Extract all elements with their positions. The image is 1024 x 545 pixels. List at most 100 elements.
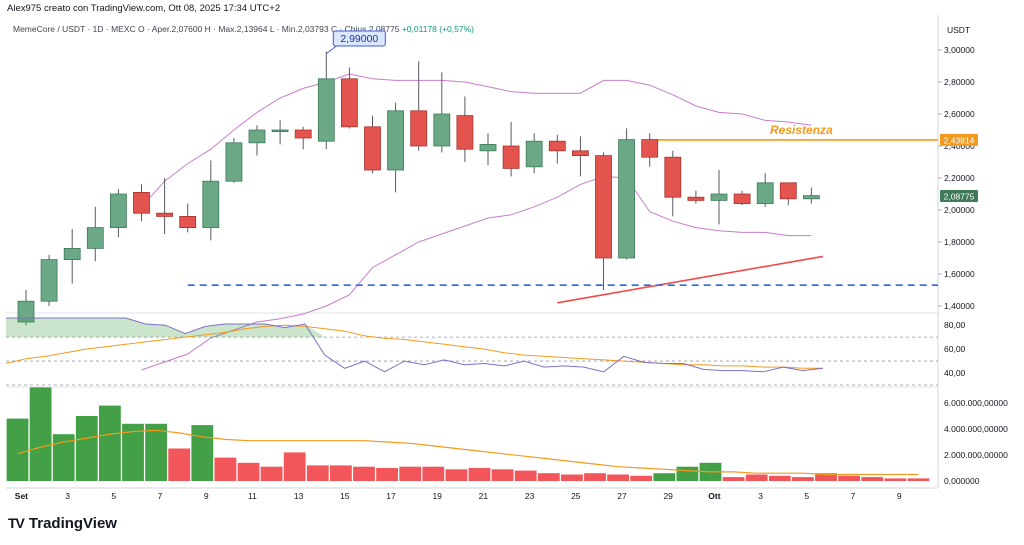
candle-up bbox=[40, 259, 58, 302]
volume-bar bbox=[145, 423, 167, 481]
candle-up bbox=[202, 180, 220, 228]
brand-name: TradingView bbox=[28, 515, 117, 532]
price-unit: USDT bbox=[947, 25, 971, 35]
candle-up bbox=[803, 195, 820, 200]
rsi-pane[interactable]: 40,00 60,00 80,00 bbox=[5, 317, 966, 386]
volume-bar bbox=[237, 462, 260, 481]
volume-bar bbox=[99, 405, 121, 481]
volume-bar bbox=[445, 469, 468, 481]
rsi-tick-label: 80,00 bbox=[944, 320, 966, 330]
time-tick-label: 23 bbox=[525, 491, 535, 501]
volume-bar bbox=[584, 473, 606, 481]
volume-bar bbox=[306, 465, 329, 481]
candle-down bbox=[410, 110, 428, 147]
candle-down bbox=[294, 129, 312, 139]
price-tick-label: 2,00000 bbox=[944, 205, 975, 215]
time-tick-label: 17 bbox=[386, 491, 396, 501]
candles[interactable] bbox=[17, 51, 820, 326]
time-tick-label: 3 bbox=[65, 491, 70, 501]
volume-bar bbox=[191, 425, 214, 481]
bb-lower-line bbox=[141, 175, 812, 371]
volume-tick-label: 4.000.000,00000 bbox=[944, 424, 1008, 434]
price-tick-label: 1,40000 bbox=[944, 301, 975, 311]
time-axis[interactable]: Set 3 5 7 9 11 13 15 17 19 21 23 25 27 29 Ott 3 5 7 9 bbox=[15, 491, 902, 501]
candle-up bbox=[110, 193, 127, 228]
time-tick-label: 7 bbox=[851, 491, 856, 501]
volume-bar bbox=[745, 474, 768, 481]
last-price-tag bbox=[940, 189, 978, 202]
ohlc-values: O · Aper.2,07600 H · Max.2,13964 L · Min… bbox=[138, 24, 400, 34]
grid bbox=[6, 15, 939, 489]
volume-bar bbox=[676, 466, 699, 481]
symbol-name[interactable]: MemeCore / USDT · 1D · MEXC bbox=[13, 24, 136, 34]
volume-bar bbox=[561, 474, 583, 481]
price-tick-label: 2,80000 bbox=[944, 77, 975, 87]
high-callout-label: 2,99000 bbox=[340, 33, 378, 45]
candle-up bbox=[225, 142, 243, 182]
candle-down bbox=[779, 182, 797, 200]
volume-bar bbox=[722, 477, 745, 481]
candle-down bbox=[548, 140, 566, 152]
price-tick-label: 3,00000 bbox=[944, 45, 975, 55]
candle-down bbox=[733, 193, 751, 205]
candle-up bbox=[525, 140, 543, 168]
tradingview-brand[interactable]: TV TradingView bbox=[8, 515, 117, 532]
volume-bar bbox=[122, 423, 144, 481]
candle-up bbox=[618, 139, 635, 259]
resistance-label: Resistenza bbox=[770, 123, 833, 137]
volume-tick-label: 2.000.000,00000 bbox=[944, 450, 1008, 460]
time-tick-label: 29 bbox=[663, 491, 673, 501]
volume-bar bbox=[260, 466, 283, 481]
candle-up bbox=[479, 143, 497, 152]
volume-bar bbox=[514, 470, 537, 481]
bollinger-bands bbox=[141, 73, 812, 371]
volume-bar bbox=[630, 475, 653, 481]
time-tick-label: 5 bbox=[111, 491, 116, 501]
rsi-overbought-fill bbox=[6, 318, 325, 338]
candle-up bbox=[387, 110, 405, 171]
candle-down bbox=[502, 145, 520, 169]
volume-bar bbox=[491, 469, 514, 481]
volume-bar bbox=[168, 448, 191, 481]
volume-bar bbox=[607, 474, 629, 481]
price-tick-label: 2,40000 bbox=[944, 141, 975, 151]
price-tick-label: 1,60000 bbox=[944, 269, 975, 279]
time-tick-label: 21 bbox=[479, 491, 489, 501]
candle-up bbox=[86, 227, 104, 249]
price-tick-label: 2,20000 bbox=[944, 173, 975, 183]
candle-down bbox=[179, 215, 197, 228]
volume-bar bbox=[6, 418, 29, 481]
volume-bar bbox=[653, 473, 676, 481]
candle-down bbox=[456, 115, 474, 150]
volume-bar bbox=[330, 465, 352, 481]
volume-pane[interactable]: 0,000000 2.000.000,00000 4.000.000,00000 6.… bbox=[6, 387, 1008, 486]
volume-bar bbox=[468, 468, 491, 481]
tradingview-logo-icon: TV bbox=[8, 515, 25, 531]
volume-tick-label: 0,000000 bbox=[944, 476, 980, 486]
time-tick-label: 11 bbox=[248, 491, 257, 501]
chart-credit: Alex975 creato con TradingView.com, Ott … bbox=[7, 3, 281, 14]
candle-up bbox=[248, 129, 266, 144]
resistance-price-label: 2,43814 bbox=[944, 135, 975, 145]
volume-bar bbox=[792, 477, 814, 481]
high-callout-pointer bbox=[325, 45, 337, 54]
time-tick-label: 27 bbox=[617, 491, 627, 501]
time-tick-label: Set bbox=[15, 491, 28, 501]
volume-bar bbox=[29, 387, 52, 481]
resistance-price-tag bbox=[940, 133, 978, 146]
time-tick-label: 5 bbox=[804, 491, 809, 501]
rsi-tick-label: 40,00 bbox=[944, 368, 966, 378]
price-axis[interactable]: 1,40000 1,60000 1,80000 2,00000 2,20000 2,400… bbox=[938, 45, 975, 311]
candle-up bbox=[63, 247, 81, 260]
volume-bar bbox=[214, 457, 237, 481]
drawn-lines[interactable] bbox=[187, 139, 938, 304]
volume-bar bbox=[75, 416, 98, 481]
volume-bar bbox=[283, 452, 306, 481]
time-tick-label: 13 bbox=[294, 491, 304, 501]
symbol-legend[interactable]: MemeCore / USDT · 1D · MEXC O · Aper.2,0… bbox=[13, 24, 474, 34]
candle-up bbox=[710, 193, 728, 201]
time-tick-label: Ott bbox=[708, 491, 720, 501]
price-tick-label: 2,60000 bbox=[944, 109, 975, 119]
candle-down bbox=[664, 156, 682, 198]
